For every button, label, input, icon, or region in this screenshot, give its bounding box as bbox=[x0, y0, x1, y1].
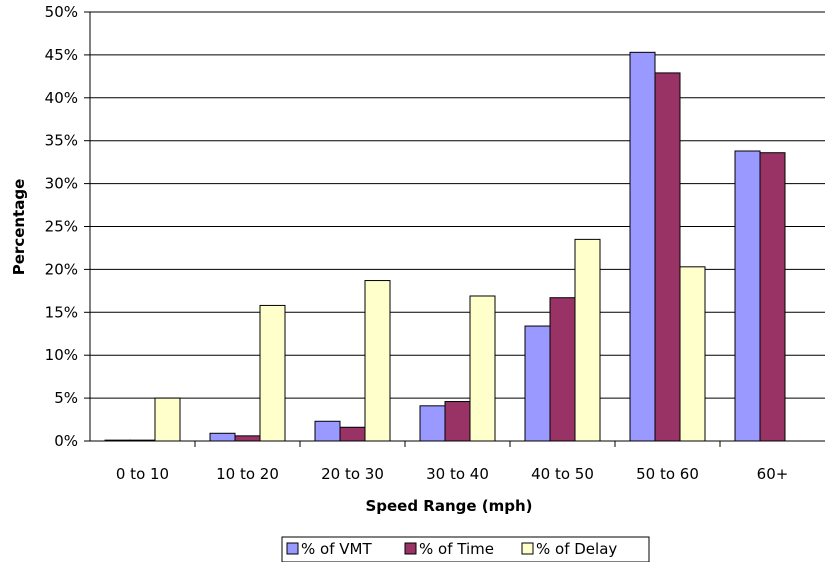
bar bbox=[154, 397, 181, 442]
y-tick-label: 5% bbox=[54, 389, 78, 407]
y-tick-label: 50% bbox=[45, 3, 78, 21]
bar bbox=[364, 280, 391, 442]
bar bbox=[469, 295, 496, 442]
bar bbox=[524, 325, 551, 442]
y-tick-label: 0% bbox=[54, 432, 78, 450]
legend-swatch bbox=[286, 542, 299, 555]
y-tick-label: 30% bbox=[45, 175, 78, 193]
bar bbox=[209, 432, 236, 442]
bar bbox=[734, 150, 761, 442]
y-tick-label: 20% bbox=[45, 260, 78, 278]
x-tick-label: 10 to 20 bbox=[216, 465, 279, 483]
bar bbox=[574, 238, 601, 442]
x-tick-labels: 0 to 10 10 to 20 20 to 30 30 to 40 40 to 50 5… bbox=[116, 465, 788, 483]
y-tick-label: 45% bbox=[45, 46, 78, 64]
bar bbox=[314, 420, 341, 442]
x-tick-label: 50 to 60 bbox=[636, 465, 699, 483]
x-tick-label: 30 to 40 bbox=[426, 465, 489, 483]
legend-label: % of Delay bbox=[536, 540, 617, 558]
y-tick-label: 15% bbox=[45, 303, 78, 321]
legend-label: % of VMT bbox=[301, 540, 372, 558]
bars bbox=[104, 51, 786, 442]
y-axis-title: Percentage bbox=[10, 179, 28, 276]
axes bbox=[89, 12, 825, 442]
legend-box bbox=[281, 536, 650, 563]
bar bbox=[444, 401, 471, 442]
bar bbox=[629, 51, 656, 442]
bar bbox=[259, 304, 286, 442]
x-tick-label: 0 to 10 bbox=[116, 465, 169, 483]
bar bbox=[679, 266, 706, 442]
y-tick-label: 35% bbox=[45, 132, 78, 150]
bar bbox=[549, 297, 576, 442]
legend-swatch bbox=[404, 542, 417, 555]
bar bbox=[654, 72, 681, 442]
y-tick-label: 10% bbox=[45, 346, 78, 364]
gridlines bbox=[84, 11, 825, 447]
bar bbox=[234, 435, 261, 442]
y-tick-label: 25% bbox=[45, 218, 78, 236]
legend-swatch bbox=[521, 542, 534, 555]
legend: % of VMT % of Time % of Delay bbox=[281, 536, 650, 563]
legend-label: % of Time bbox=[419, 540, 494, 558]
x-tick-label: 20 to 30 bbox=[321, 465, 384, 483]
x-tick-label: 60+ bbox=[757, 465, 789, 483]
bar bbox=[419, 405, 446, 442]
x-axis-title: Speed Range (mph) bbox=[365, 497, 532, 515]
bar bbox=[339, 426, 366, 442]
bar bbox=[759, 152, 786, 442]
y-tick-label: 40% bbox=[45, 89, 78, 107]
x-tick-label: 40 to 50 bbox=[531, 465, 594, 483]
y-tick-labels: 0% 5% 10% 15% 20% 25% 30% 35% 40% 45% 50% bbox=[45, 3, 78, 450]
